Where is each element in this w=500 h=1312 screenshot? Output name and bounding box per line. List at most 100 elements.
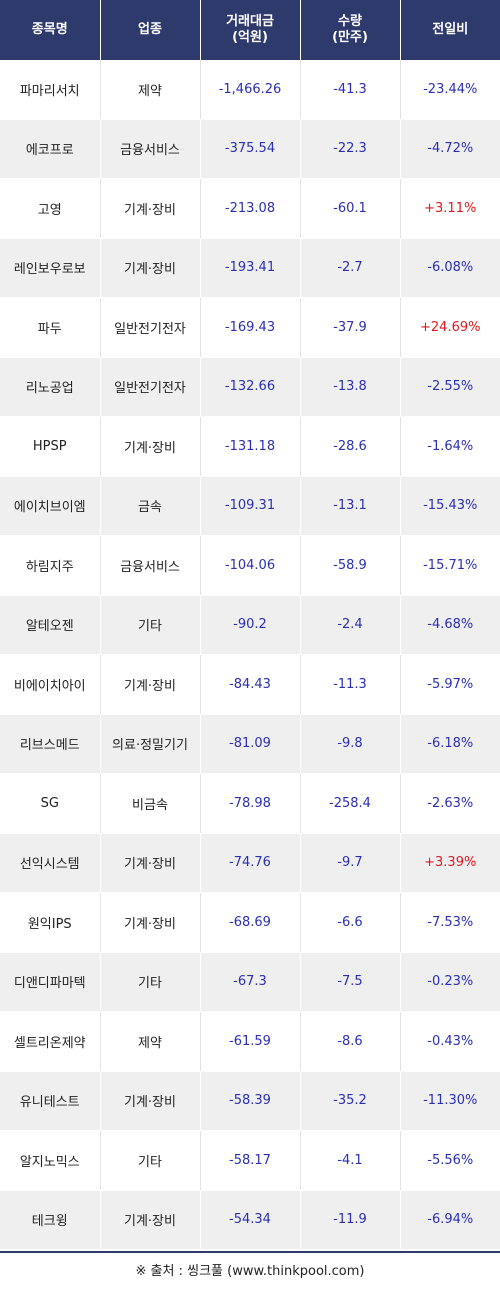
table-row: 리노공업 일반전기전자 -132.66 -13.8 -2.55% (0, 357, 500, 417)
cell-stock-name: 에코프로 (0, 119, 101, 179)
source-note: ※ 출처 : 씽크풀 (www.thinkpool.com) (135, 1264, 365, 1279)
cell-sector: 기타 (100, 595, 201, 655)
cell-stock-name: 알지노믹스 (0, 1130, 101, 1191)
header-amount: 거래대금 (억원) (200, 0, 301, 60)
cell-qty: -258.4 (300, 773, 401, 834)
cell-qty: -7.5 (300, 952, 401, 1012)
cell-change: -4.72% (400, 119, 500, 179)
cell-change: -7.53% (400, 892, 500, 953)
cell-stock-name: 원익IPS (0, 892, 101, 953)
cell-change: -6.08% (400, 238, 500, 298)
cell-sector: 금융서비스 (100, 119, 201, 179)
cell-amount: -81.09 (200, 714, 301, 774)
cell-stock-name: 리브스메드 (0, 714, 101, 774)
cell-sector: 비금속 (100, 773, 201, 834)
cell-stock-name: SG (0, 773, 101, 834)
cell-amount: -84.43 (200, 654, 301, 715)
cell-stock-name: 유니테스트 (0, 1071, 101, 1131)
cell-change: -23.44% (400, 60, 500, 120)
table-row: 선익시스템 기계·장비 -74.76 -9.7 +3.39% (0, 833, 500, 893)
cell-qty: -9.8 (300, 714, 401, 774)
cell-amount: -67.3 (200, 952, 301, 1012)
header-sector: 업종 (100, 0, 201, 60)
cell-change: -11.30% (400, 1071, 500, 1131)
header-qty-label: 수량 (338, 14, 362, 29)
cell-sector: 기계·장비 (100, 892, 201, 953)
cell-sector: 기계·장비 (100, 1190, 201, 1250)
cell-stock-name: 알테오젠 (0, 595, 101, 655)
cell-qty: -2.7 (300, 238, 401, 298)
cell-stock-name: HPSP (0, 416, 101, 477)
cell-stock-name: 리노공업 (0, 357, 101, 417)
cell-sector: 제약 (100, 1011, 201, 1072)
cell-amount: -61.59 (200, 1011, 301, 1072)
table-row: 에이치브이엠 금속 -109.31 -13.1 -15.43% (0, 476, 500, 536)
cell-change: -15.43% (400, 476, 500, 536)
cell-stock-name: 파마리서치 (0, 60, 101, 120)
cell-amount: -68.69 (200, 892, 301, 953)
table-row: 원익IPS 기계·장비 -68.69 -6.6 -7.53% (0, 892, 500, 953)
cell-qty: -11.9 (300, 1190, 401, 1250)
cell-qty: -13.8 (300, 357, 401, 417)
cell-sector: 제약 (100, 60, 201, 120)
cell-sector: 금속 (100, 476, 201, 536)
cell-qty: -2.4 (300, 595, 401, 655)
cell-change: -0.23% (400, 952, 500, 1012)
table-row: 레인보우로보 기계·장비 -193.41 -2.7 -6.08% (0, 238, 500, 298)
table-row: 비에이치아이 기계·장비 -84.43 -11.3 -5.97% (0, 654, 500, 715)
table-row: 알지노믹스 기타 -58.17 -4.1 -5.56% (0, 1130, 500, 1191)
cell-change: -15.71% (400, 535, 500, 596)
cell-amount: -109.31 (200, 476, 301, 536)
table-row: SG 비금속 -78.98 -258.4 -2.63% (0, 773, 500, 834)
cell-sector: 일반전기전자 (100, 357, 201, 417)
cell-stock-name: 하림지주 (0, 535, 101, 596)
cell-amount: -1,466.26 (200, 60, 301, 120)
cell-sector: 의료·정밀기기 (100, 714, 201, 774)
cell-amount: -74.76 (200, 833, 301, 893)
table-row: 하림지주 금융서비스 -104.06 -58.9 -15.71% (0, 535, 500, 596)
cell-amount: -104.06 (200, 535, 301, 596)
cell-amount: -169.43 (200, 297, 301, 358)
header-qty: 수량 (만주) (300, 0, 401, 60)
cell-qty: -9.7 (300, 833, 401, 893)
cell-amount: -58.39 (200, 1071, 301, 1131)
table-row: 알테오젠 기타 -90.2 -2.4 -4.68% (0, 595, 500, 655)
cell-sector: 기계·장비 (100, 833, 201, 893)
cell-sector: 기타 (100, 1130, 201, 1191)
table-bottom-divider (0, 1251, 500, 1253)
table-row: 고영 기계·장비 -213.08 -60.1 +3.11% (0, 178, 500, 239)
cell-change: -2.63% (400, 773, 500, 834)
cell-amount: -90.2 (200, 595, 301, 655)
table-row: 디앤디파마텍 기타 -67.3 -7.5 -0.23% (0, 952, 500, 1012)
cell-sector: 기계·장비 (100, 178, 201, 239)
cell-stock-name: 선익시스템 (0, 833, 101, 893)
cell-stock-name: 테크윙 (0, 1190, 101, 1250)
header-amount-unit: (억원) (232, 30, 268, 45)
cell-sector: 기계·장비 (100, 1071, 201, 1131)
header-qty-unit: (만주) (332, 30, 368, 45)
cell-stock-name: 고영 (0, 178, 101, 239)
table-row: 테크윙 기계·장비 -54.34 -11.9 -6.94% (0, 1190, 500, 1250)
cell-stock-name: 레인보우로보 (0, 238, 101, 298)
cell-amount: -375.54 (200, 119, 301, 179)
cell-change: +3.11% (400, 178, 500, 239)
cell-qty: -58.9 (300, 535, 401, 596)
cell-stock-name: 에이치브이엠 (0, 476, 101, 536)
header-change: 전일비 (400, 0, 500, 60)
cell-qty: -22.3 (300, 119, 401, 179)
table-row: 유니테스트 기계·장비 -58.39 -35.2 -11.30% (0, 1071, 500, 1131)
cell-change: -2.55% (400, 357, 500, 417)
table-row: 셀트리온제약 제약 -61.59 -8.6 -0.43% (0, 1011, 500, 1072)
cell-stock-name: 비에이치아이 (0, 654, 101, 715)
table-row: 리브스메드 의료·정밀기기 -81.09 -9.8 -6.18% (0, 714, 500, 774)
cell-change: -6.18% (400, 714, 500, 774)
cell-change: +24.69% (400, 297, 500, 358)
cell-change: -4.68% (400, 595, 500, 655)
cell-qty: -8.6 (300, 1011, 401, 1072)
table-header: 종목명 업종 거래대금 (억원) 수량 (만주) 전일비 (0, 0, 500, 60)
cell-sector: 기계·장비 (100, 416, 201, 477)
cell-amount: -132.66 (200, 357, 301, 417)
header-amount-label: 거래대금 (226, 14, 274, 29)
cell-sector: 기계·장비 (100, 238, 201, 298)
